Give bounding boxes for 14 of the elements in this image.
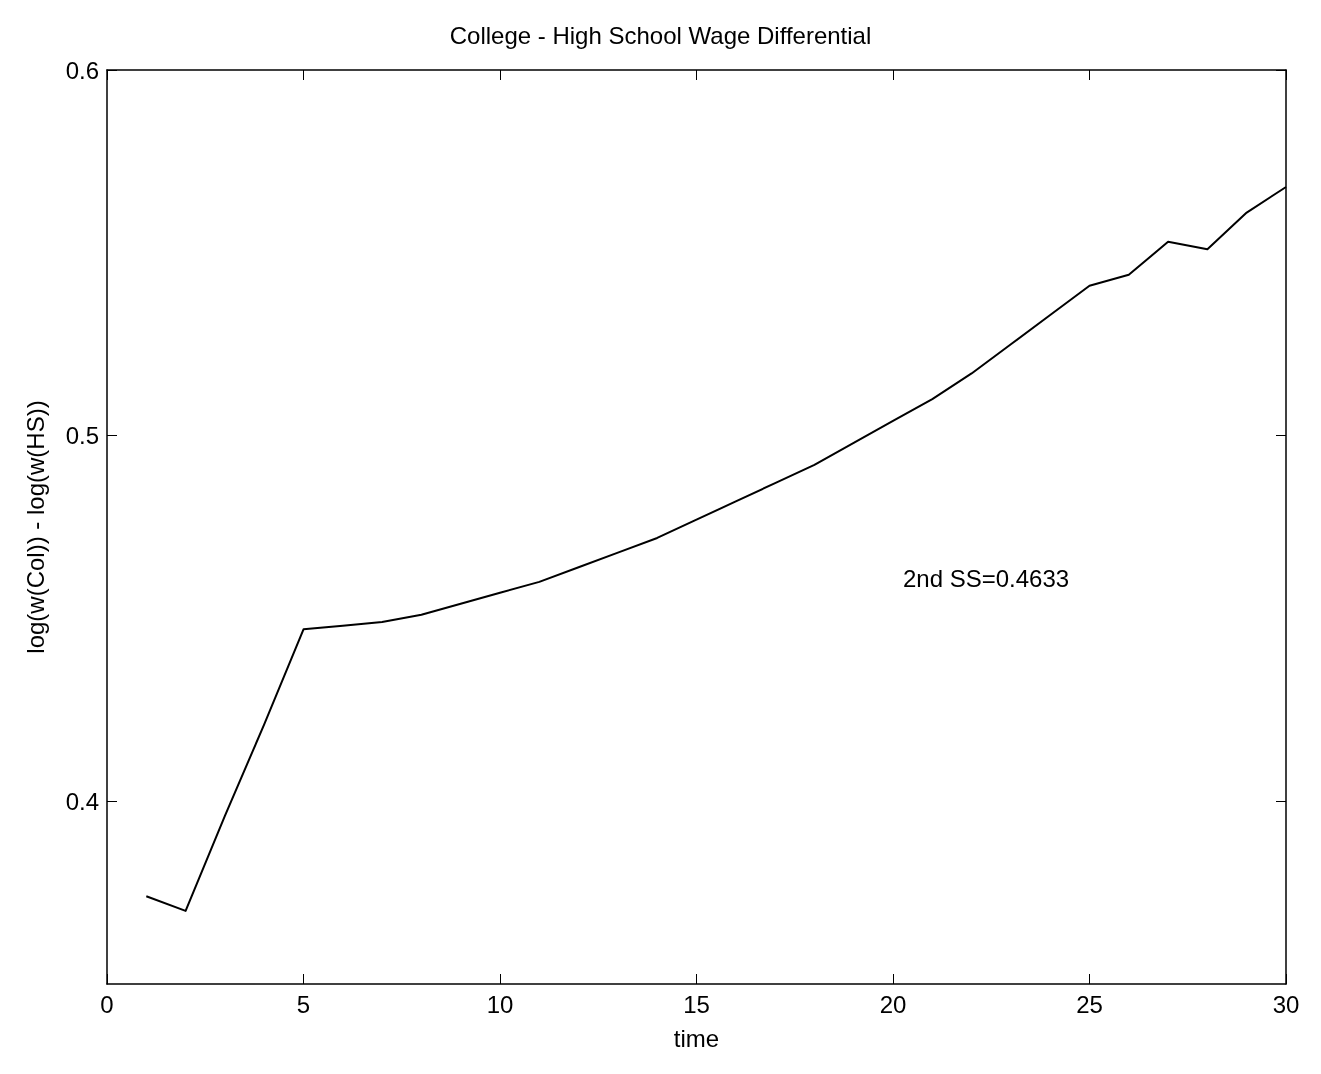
x-tick-label: 10 [486,990,514,1018]
chart-title: College - High School Wage Differential [449,21,872,49]
x-tick-label: 5 [296,990,311,1018]
y-axis-title: log(w(Col)) - log(w(HS)) [21,400,49,654]
x-axis-title: time [673,1024,720,1052]
x-tick-label: 15 [683,990,710,1018]
y-tick-label: 0.4 [65,787,99,815]
y-tick-label: 0.5 [65,422,99,450]
y-tick-label: 0.6 [65,56,99,84]
x-tick-label: 25 [1076,990,1103,1018]
x-tick-label: 0 [100,990,114,1018]
annotation: 2nd SS=0.4633 [903,564,1070,592]
x-tick-label: 20 [879,990,907,1018]
x-tick-label: 30 [1272,990,1300,1018]
